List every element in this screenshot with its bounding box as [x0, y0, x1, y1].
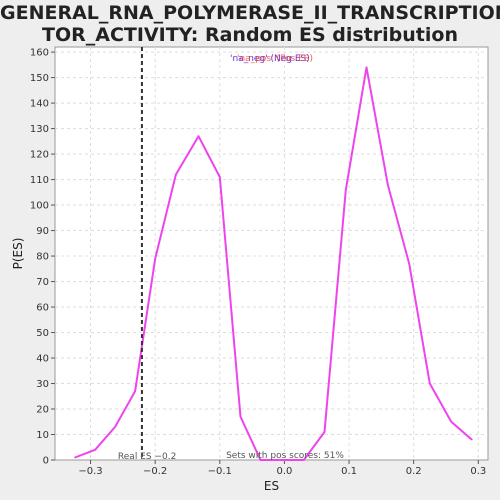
y-tick-label: 160 [30, 48, 49, 59]
chart-title-line-1: GENERAL_RNA_POLYMERASE_II_TRANSCRIPTION_… [0, 2, 500, 24]
x-tick-label: 0.0 [276, 466, 292, 477]
data-point [259, 459, 262, 461]
data-point [450, 420, 452, 423]
pos-scores-annotation: Sets with pos scores: 51% [226, 451, 344, 461]
series-line [74, 66, 473, 461]
series-layer [74, 66, 473, 461]
data-point [175, 173, 177, 176]
y-tick-label: 70 [36, 277, 49, 288]
y-tick-label: 10 [36, 430, 49, 441]
data-point [345, 188, 347, 191]
data-point [323, 431, 326, 433]
legend-neg: 'na_neg' (Neg ES) [230, 54, 310, 64]
data-point [365, 66, 368, 69]
data-point [429, 382, 431, 385]
y-tick-label: 100 [30, 201, 49, 212]
legend-pos: 'na_pos' (Pos ES) [237, 54, 313, 64]
data-point [218, 176, 221, 178]
y-tick-label: 150 [30, 73, 49, 84]
data-point [471, 438, 473, 441]
y-tick-label: 130 [30, 124, 49, 135]
y-tick-label: 90 [36, 226, 49, 237]
y-tick-label: 40 [36, 354, 49, 365]
y-tick-label: 120 [30, 150, 49, 161]
data-point [94, 449, 96, 451]
y-tick-label: 80 [36, 252, 49, 263]
data-point [134, 390, 136, 392]
real-es-label: Real ES −0.2 [118, 452, 176, 462]
data-point [114, 426, 116, 428]
data-point [303, 459, 305, 461]
y-axis: 0 10 20 30 40 50 60 70 80 90 100 110 120 130 140 150 160 [30, 48, 55, 467]
data-point [154, 257, 156, 260]
data-point [387, 183, 389, 186]
y-tick-label: 20 [36, 405, 49, 416]
x-tick-label: 0.3 [470, 466, 486, 477]
y-tick-label: 30 [36, 379, 49, 390]
data-point [408, 262, 410, 265]
data-point [281, 459, 283, 461]
x-axis-label: ES [264, 479, 279, 493]
y-tick-label: 110 [30, 175, 49, 186]
chart-title-line-2: TOR_ACTIVITY: Random ES distribution [42, 24, 458, 46]
x-axis: −0.3 −0.2 −0.1 0.0 0.1 0.2 0.3 [78, 460, 486, 477]
chart-title: GENERAL_RNA_POLYMERASE_II_TRANSCRIPTION_… [0, 2, 500, 46]
x-tick-label: −0.2 [143, 466, 167, 477]
x-tick-label: −0.3 [78, 466, 102, 477]
x-tick-label: 0.2 [406, 466, 422, 477]
y-tick-label: 140 [30, 99, 49, 110]
y-tick-label: 50 [36, 328, 49, 339]
data-point [74, 456, 76, 459]
data-point [197, 135, 200, 138]
data-point [239, 415, 242, 418]
x-tick-label: −0.1 [208, 466, 232, 477]
y-tick-label: 0 [43, 456, 49, 467]
grid [55, 47, 488, 460]
plot-area [54, 46, 489, 461]
y-axis-label: P(ES) [11, 238, 25, 270]
x-tick-label: 0.1 [341, 466, 357, 477]
y-tick-label: 60 [36, 303, 49, 314]
